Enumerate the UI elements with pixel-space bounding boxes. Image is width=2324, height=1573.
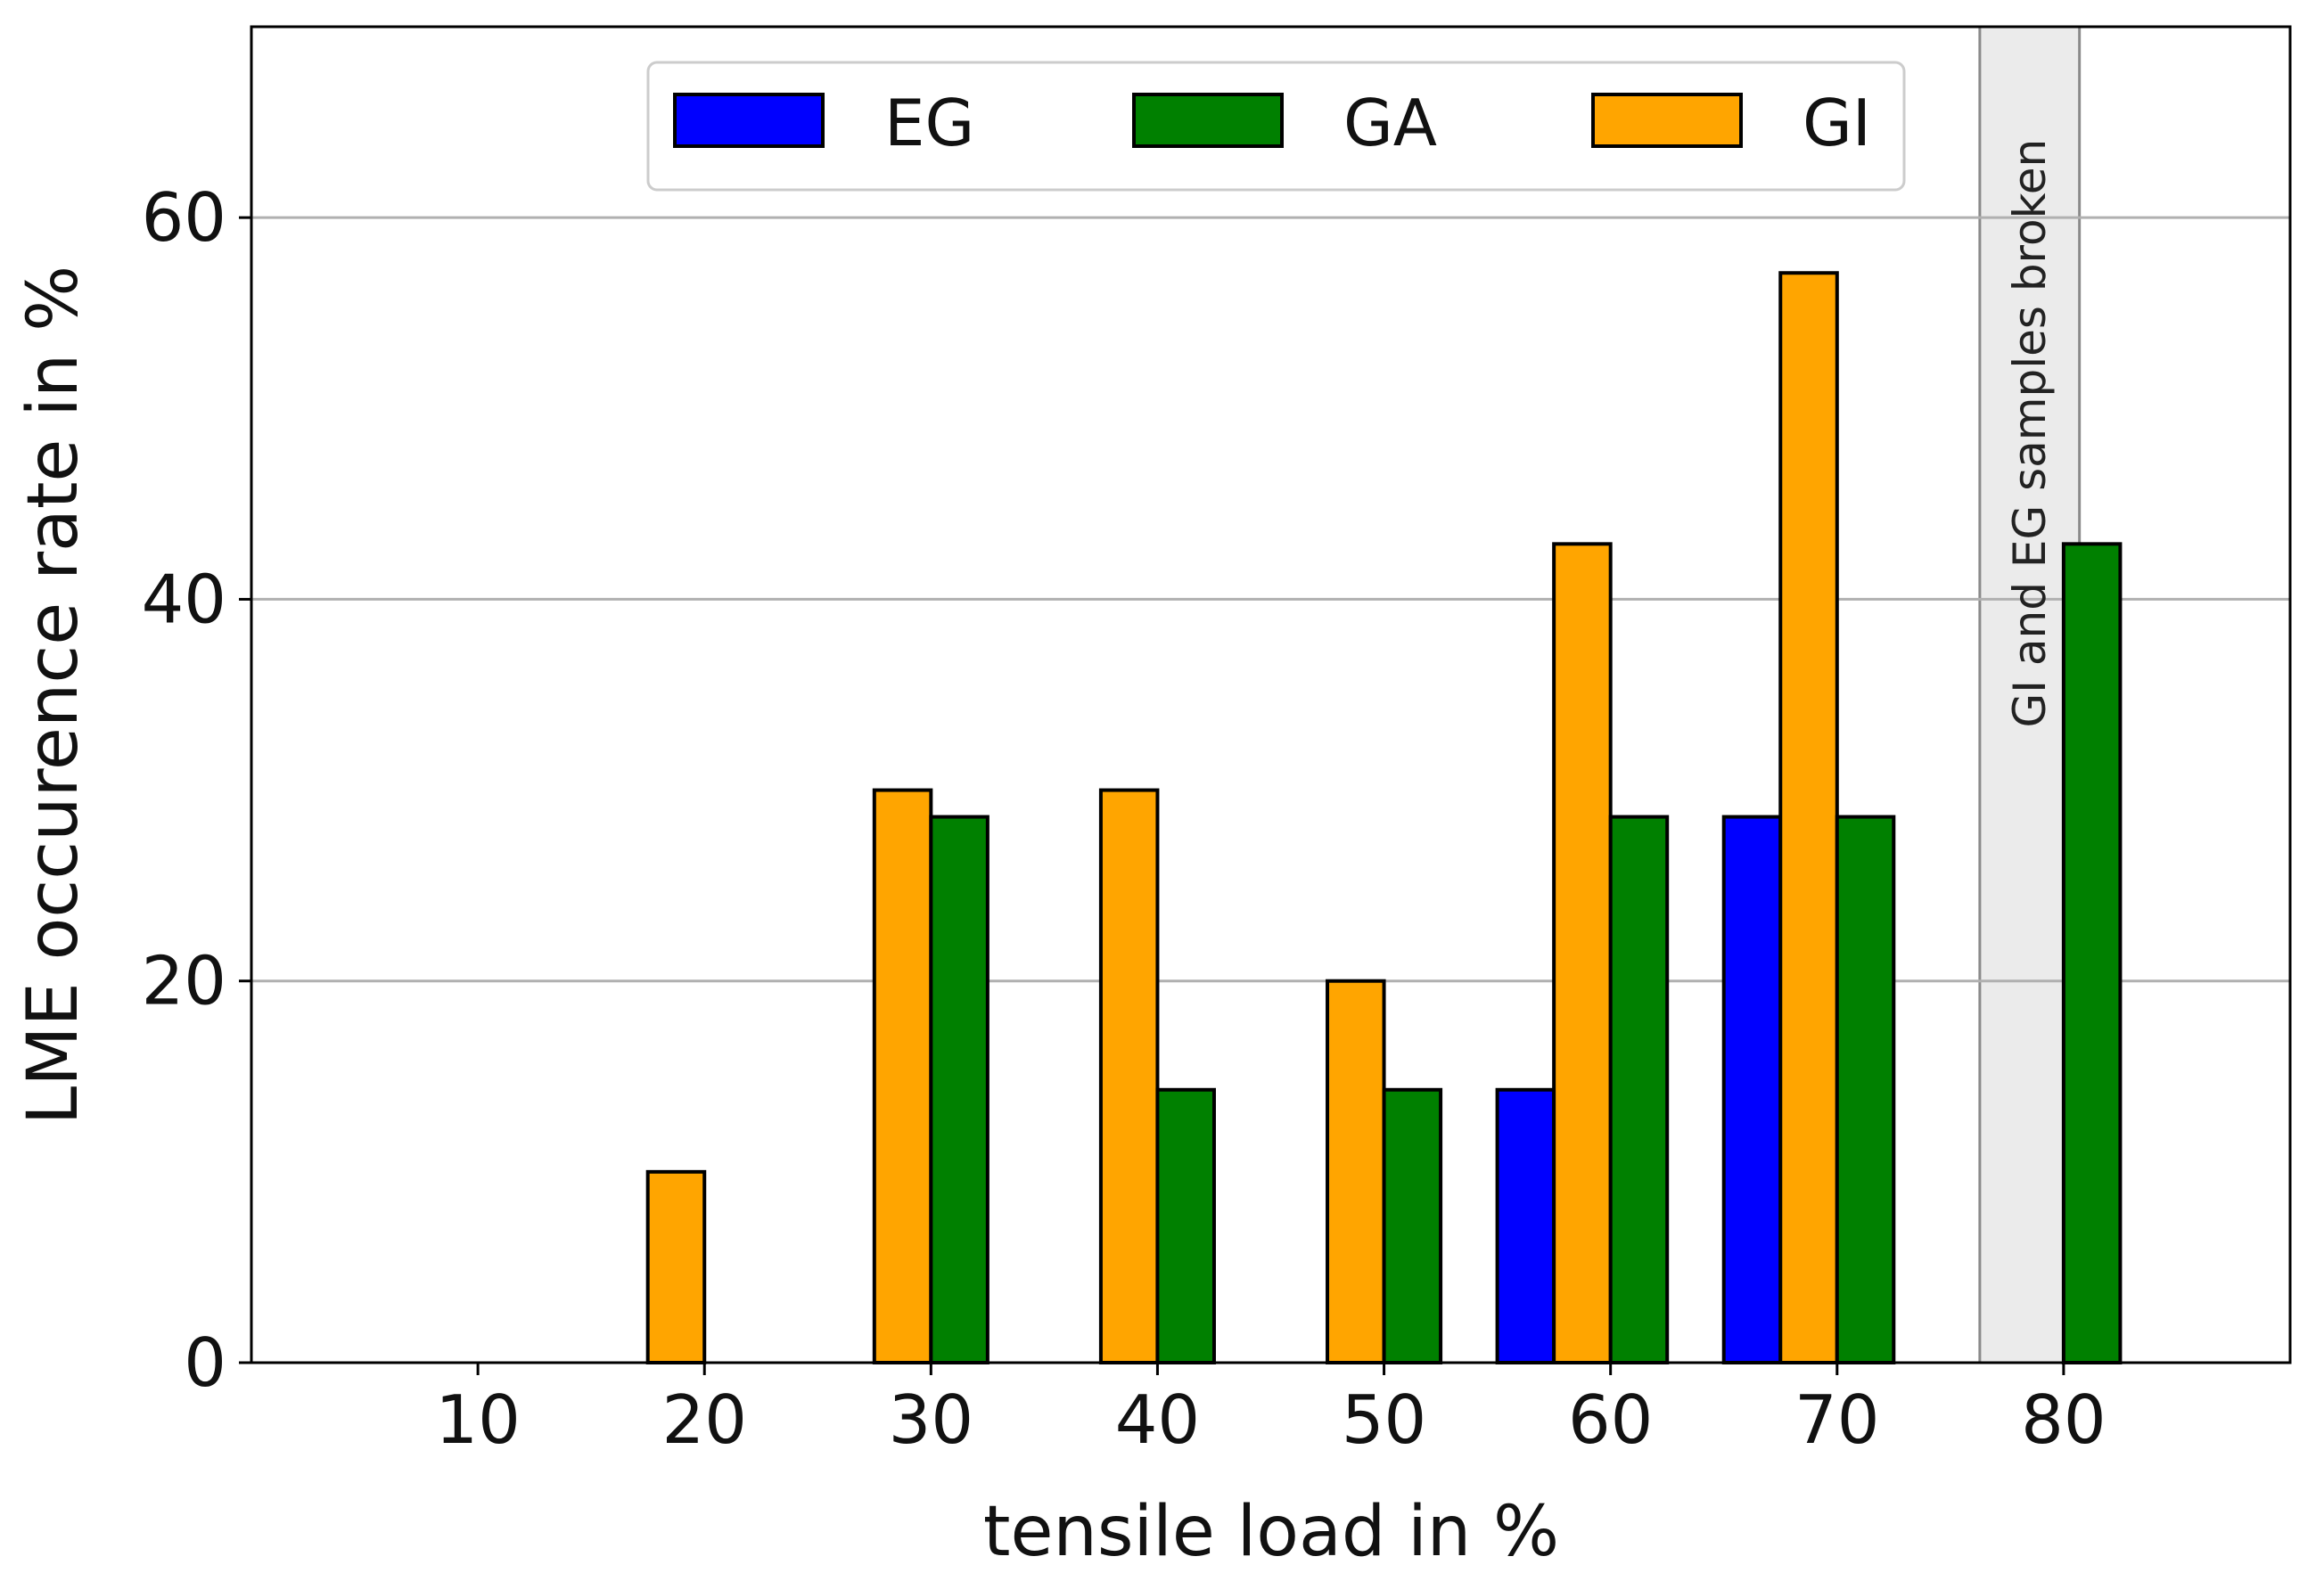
- x-tick-label-40: 40: [1115, 1380, 1200, 1459]
- bar-gi-50: [1326, 979, 1386, 1364]
- x-tick-label-60: 60: [1568, 1380, 1653, 1459]
- bar-gi-30: [872, 788, 933, 1364]
- x-tick-label-10: 10: [435, 1380, 520, 1459]
- bar-gi-40: [1098, 788, 1160, 1364]
- legend-swatch-eg: [673, 93, 825, 148]
- bar-gi-20: [645, 1169, 707, 1365]
- bar-ga-50: [1382, 1087, 1443, 1365]
- bar-ga-40: [1155, 1087, 1216, 1365]
- bar-ga-60: [1608, 815, 1670, 1364]
- broken-samples-annotation: GI and EG samples broken: [2004, 139, 2056, 728]
- bar-eg-60: [1495, 1087, 1556, 1365]
- bar-gi-70: [1778, 271, 1839, 1365]
- y-axis-label: LME occurence rate in %: [13, 266, 94, 1125]
- x-tick-label-80: 80: [2021, 1380, 2106, 1459]
- bars: [645, 271, 2123, 1365]
- y-tick-label-60: 60: [142, 178, 226, 257]
- gridlines: [251, 216, 2290, 983]
- legend-label-eg: EG: [884, 86, 974, 160]
- plot-frame: [250, 25, 2292, 1364]
- x-tick-label-50: 50: [1342, 1380, 1426, 1459]
- y-tick-label-40: 40: [142, 560, 226, 638]
- x-axis-ticks: 10 20 30 40 50 60 70 80: [435, 1363, 2106, 1459]
- plot-background: [251, 27, 2290, 1363]
- x-axis-label: tensile load in %: [983, 1492, 1559, 1572]
- x-tick-label-30: 30: [889, 1380, 973, 1459]
- bar-ga-80: [2061, 542, 2123, 1364]
- bar-ga-30: [929, 815, 990, 1364]
- y-axis-ticks: 0 20 40 60: [142, 178, 251, 1402]
- y-tick-label-20: 20: [142, 942, 226, 1020]
- y-tick-label-0: 0: [184, 1323, 226, 1402]
- legend: EG GA GI: [646, 61, 1906, 192]
- legend-swatch-gi: [1591, 93, 1743, 148]
- x-tick-label-20: 20: [662, 1380, 747, 1459]
- bar-gi-60: [1552, 542, 1613, 1364]
- legend-swatch-ga: [1132, 93, 1284, 148]
- legend-label-gi: GI: [1803, 86, 1871, 160]
- x-tick-label-70: 70: [1794, 1380, 1879, 1459]
- bar-eg-70: [1721, 815, 1783, 1364]
- bar-ga-70: [1835, 815, 1896, 1364]
- legend-label-ga: GA: [1343, 86, 1437, 160]
